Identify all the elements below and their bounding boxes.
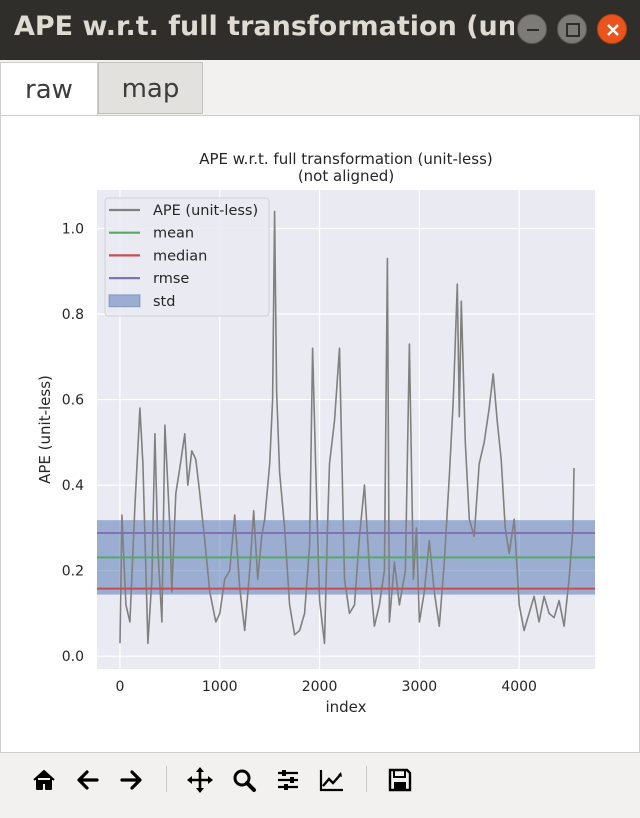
- home-button[interactable]: [26, 762, 62, 798]
- x-tick-label: 0: [115, 679, 124, 695]
- x-tick-label: 2000: [302, 679, 338, 695]
- x-tick-label: 3000: [402, 679, 438, 695]
- maximize-icon: [566, 23, 580, 37]
- legend-label: median: [153, 248, 207, 264]
- x-axis-label: index: [325, 698, 366, 716]
- toolbar-separator: [366, 766, 367, 792]
- tab-map[interactable]: map: [98, 62, 203, 114]
- edit-axis-button[interactable]: [314, 762, 350, 798]
- y-tick-label: 0.4: [62, 478, 84, 494]
- legend-label: APE (unit-less): [153, 203, 258, 219]
- x-tick-label: 1000: [202, 679, 238, 695]
- y-tick-label: 0.0: [62, 649, 84, 665]
- zoom-icon: [233, 769, 256, 792]
- save-button[interactable]: [382, 762, 418, 798]
- zoom-button[interactable]: [226, 762, 262, 798]
- ape-chart: 0 1000 2000 3000 4000 0.0 0.2 0.4 0.6 0.8 1.0 index…: [36, 150, 595, 716]
- window-title: APE w.r.t. full transformation (un...: [14, 11, 514, 42]
- legend-box: [104, 197, 270, 317]
- tab-bar: map raw: [0, 60, 640, 116]
- figure-canvas[interactable]: 0 1000 2000 3000 4000 0.0 0.2 0.4 0.6 0.8 1.0 index…: [20, 137, 620, 737]
- tab-raw[interactable]: raw: [0, 62, 98, 116]
- y-tick-label: 0.2: [62, 564, 84, 580]
- title-bar: APE w.r.t. full transformation (un...: [0, 0, 640, 60]
- y-tick-label: 0.8: [62, 307, 84, 323]
- y-tick-label: 0.6: [62, 393, 84, 409]
- chart-title: APE w.r.t. full transformation (unit-les…: [199, 150, 493, 168]
- home-icon: [33, 770, 55, 790]
- legend-label: rmse: [153, 271, 189, 287]
- chart-subtitle: (not aligned): [298, 167, 394, 185]
- forward-button[interactable]: [113, 762, 149, 798]
- ape-series-line: [119, 210, 575, 645]
- toolbar-separator: [166, 766, 167, 792]
- close-icon: [607, 24, 619, 36]
- save-icon: [388, 768, 412, 792]
- configure-subplots-icon: [278, 770, 298, 790]
- forward-icon: [120, 770, 142, 790]
- back-icon: [77, 770, 99, 790]
- legend-label: std: [153, 294, 175, 310]
- legend-swatch-std: [108, 294, 141, 308]
- minimize-icon: [527, 29, 539, 31]
- maximize-button[interactable]: [557, 14, 587, 44]
- plot-toolbar: [0, 752, 640, 818]
- legend-label: mean: [153, 226, 194, 242]
- minimize-button[interactable]: [517, 14, 547, 44]
- y-tick-label: 1.0: [62, 221, 84, 237]
- edit-axis-icon: [319, 770, 343, 792]
- x-tick-label: 4000: [501, 679, 537, 695]
- y-axis-label: APE (unit-less): [36, 375, 54, 484]
- back-button[interactable]: [70, 762, 106, 798]
- pan-button[interactable]: [182, 762, 218, 798]
- close-button[interactable]: [597, 14, 627, 44]
- pan-icon: [187, 767, 213, 793]
- configure-subplots-button[interactable]: [270, 762, 306, 798]
